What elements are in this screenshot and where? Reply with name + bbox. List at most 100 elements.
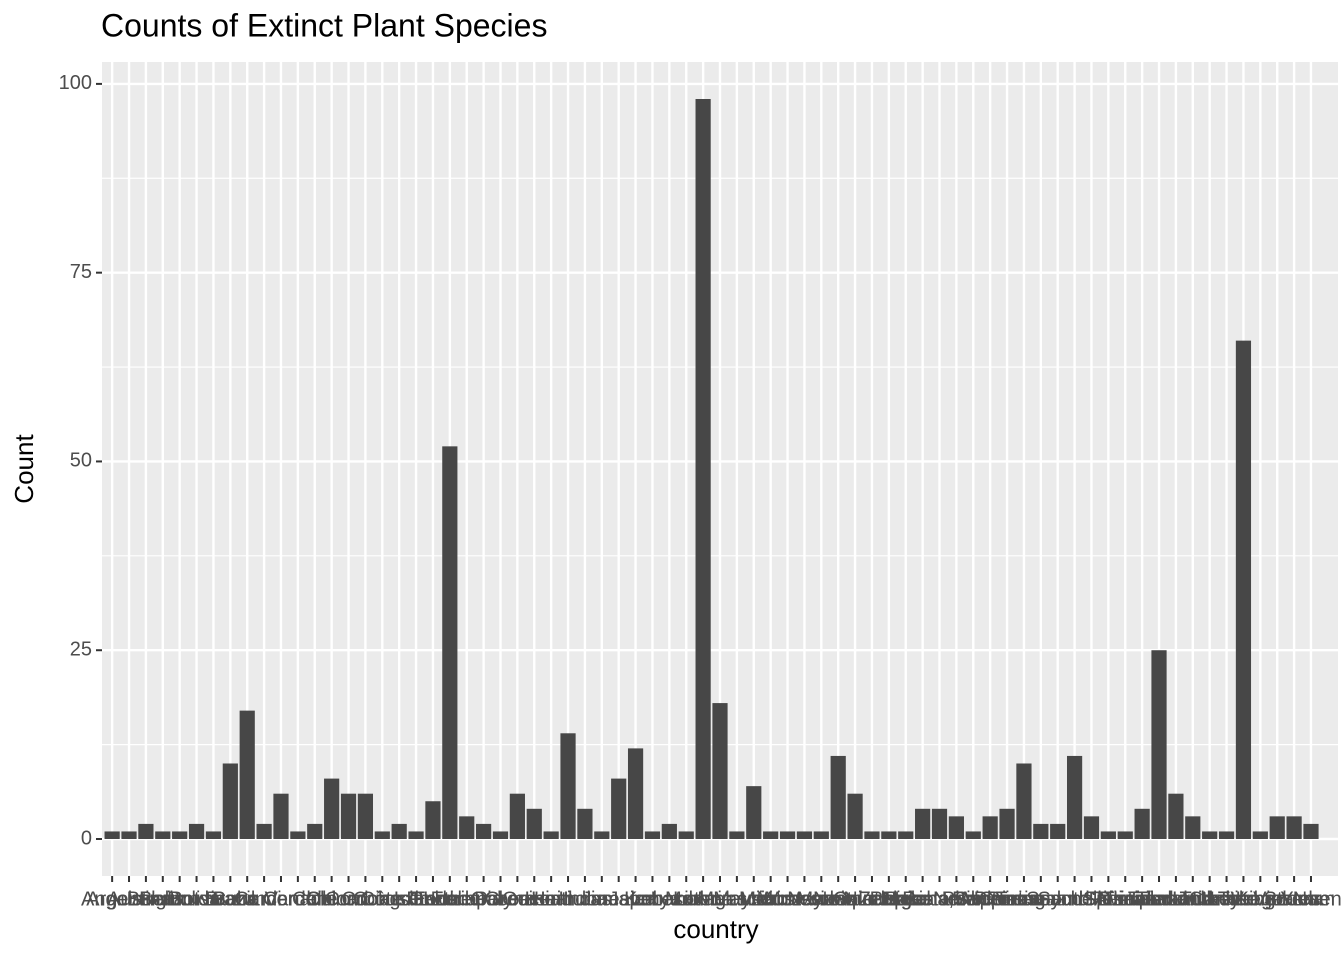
- bar: [611, 778, 627, 839]
- bar: [915, 808, 931, 839]
- bar: [712, 703, 728, 839]
- x-tick-label: Lesotho: [651, 888, 722, 910]
- bar: [256, 823, 272, 839]
- x-tick-label: Nicaragua: [843, 888, 935, 910]
- x-tick-label: Malaysia: [697, 888, 777, 910]
- bar: [577, 808, 593, 839]
- bar: [408, 831, 424, 839]
- bar: [509, 793, 525, 839]
- x-tick-label: United States: [1200, 888, 1320, 910]
- bar: [273, 793, 289, 839]
- x-tick-label: Botswana: [170, 888, 259, 910]
- x-tick-label: Montserrat: [757, 888, 853, 910]
- bar: [627, 748, 644, 839]
- bar: [1066, 755, 1083, 839]
- bar: [155, 831, 171, 839]
- x-tick-label: Bolivia: [167, 888, 227, 910]
- x-tick-label: Bermuda: [139, 888, 221, 910]
- bar: [1033, 823, 1049, 839]
- x-tick-label: Cuba: [409, 888, 458, 910]
- bar: [138, 823, 154, 839]
- bar: [1252, 831, 1268, 839]
- bar: [948, 816, 964, 839]
- bar: [307, 823, 323, 839]
- bar: [188, 823, 205, 839]
- bar: [543, 831, 559, 839]
- bar: [492, 831, 509, 839]
- bar: [830, 755, 846, 839]
- x-tick-label: Gabon: [470, 888, 530, 910]
- bar: [796, 831, 813, 839]
- x-tick-label: Mozambique: [764, 888, 879, 910]
- bar: [1050, 823, 1066, 839]
- bar: [898, 831, 914, 839]
- bar: [442, 446, 458, 839]
- x-tick-label: Cabo Verde: [211, 888, 317, 910]
- bar: [746, 786, 762, 839]
- bar: [644, 831, 661, 839]
- x-tick-label: Lebanon: [630, 888, 708, 910]
- bar: [476, 823, 492, 839]
- bar: [1134, 808, 1150, 839]
- x-tick-label: Greece: [485, 888, 551, 910]
- x-tick-label: New Caledonia: [787, 888, 924, 910]
- y-tick-label: 50: [70, 450, 92, 472]
- bar: [999, 808, 1015, 839]
- x-tick-label: Myanmar: [797, 888, 881, 910]
- bar: [813, 831, 829, 839]
- x-tick-label: Liberia: [673, 888, 734, 910]
- x-tick-label: Ukraine: [1192, 888, 1261, 910]
- x-tick-label: Niger: [882, 888, 930, 910]
- bar: [357, 793, 374, 839]
- x-tick-label: Jamaica: [581, 888, 656, 910]
- y-axis-title: Count: [9, 434, 39, 504]
- bar: [695, 99, 711, 839]
- x-tick-label: Colombia: [306, 888, 391, 910]
- bar: [881, 831, 897, 839]
- x-tick-label: Seychelles: [1026, 888, 1123, 910]
- bar: [1269, 816, 1285, 839]
- x-tick-label: Canada: [263, 888, 334, 910]
- x-tick-label: Ethiopia: [431, 888, 504, 910]
- bar: [965, 831, 981, 839]
- bar: [1100, 831, 1116, 839]
- x-tick-label: Philippines: [942, 888, 1039, 910]
- x-tick-label: Swaziland: [1097, 888, 1188, 910]
- x-tick-label: Spain: [1083, 888, 1134, 910]
- x-tick-label: Japan: [608, 888, 663, 910]
- x-tick-label: Panama: [902, 888, 977, 910]
- bar: [391, 823, 407, 839]
- bar: [459, 816, 475, 839]
- bar: [1117, 831, 1133, 839]
- x-tick-label: Kenya: [624, 888, 682, 910]
- x-tick-label: Mexico: [739, 888, 802, 910]
- bar: [1303, 823, 1319, 839]
- y-tick-label: 100: [59, 72, 92, 94]
- x-tick-label: Australia: [107, 888, 186, 910]
- x-tick-label: Pakistan: [884, 888, 961, 910]
- x-tick-label: Ecuador: [413, 888, 488, 910]
- bar: [1151, 650, 1167, 839]
- x-tick-label: South Africa: [1038, 888, 1147, 910]
- y-tick-label: 75: [70, 261, 92, 283]
- bar: [526, 808, 542, 839]
- x-axis-title: country: [673, 914, 758, 944]
- bar: [324, 778, 340, 839]
- bar: [1218, 831, 1235, 839]
- bar: [1202, 831, 1218, 839]
- bar: [425, 801, 441, 839]
- bar: [864, 831, 880, 839]
- x-tick-label: Tanzania: [1136, 888, 1217, 910]
- bar: [1083, 816, 1100, 839]
- x-tick-label: Haiti: [531, 888, 571, 910]
- bar: [1185, 816, 1201, 839]
- bar: [1168, 793, 1184, 839]
- bar: [763, 831, 779, 839]
- bar: [239, 710, 255, 839]
- bar: [982, 816, 998, 839]
- bar: [847, 793, 863, 839]
- x-tick-label: Congo: [353, 888, 412, 910]
- bar: [205, 831, 222, 839]
- x-tick-label: Burundi: [213, 888, 282, 910]
